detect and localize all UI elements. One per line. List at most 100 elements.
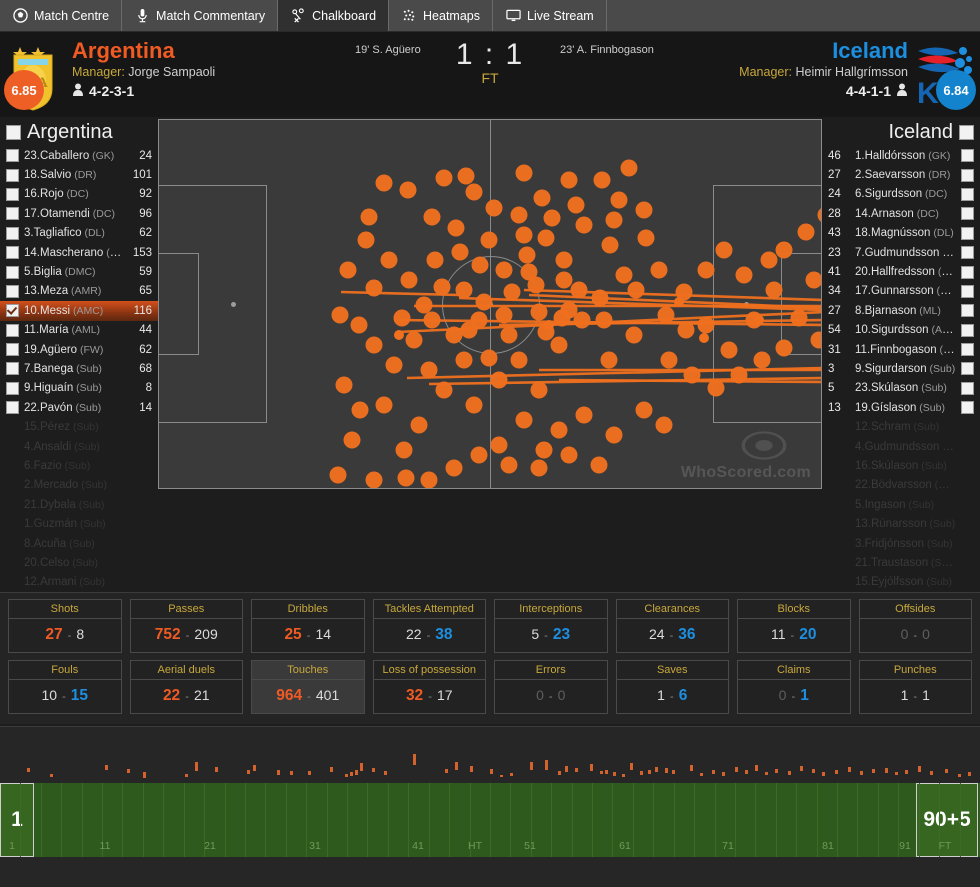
- home-select-all-checkbox[interactable]: [6, 125, 21, 140]
- player-row[interactable]: 9.Sigurdarson (Sub) 3: [822, 359, 980, 378]
- timeline-bar[interactable]: 1 90+5 1 11 21 31 41 HT 51 61 71 81 91 FT: [0, 783, 980, 857]
- player-checkbox[interactable]: [6, 246, 19, 260]
- player-row[interactable]: 14.Mascherano (DMC) 153: [0, 243, 158, 262]
- player-checkbox[interactable]: [961, 362, 974, 376]
- player-row[interactable]: 11.Finnbogason (FW) 31: [822, 340, 980, 359]
- player-checkbox[interactable]: [961, 323, 974, 337]
- home-team-name[interactable]: Argentina: [72, 38, 175, 63]
- stat-cell[interactable]: Interceptions 5 - 23: [494, 599, 608, 653]
- player-row[interactable]: 19.Gíslason (Sub) 13: [822, 398, 980, 417]
- match-timeline[interactable]: 1 90+5 1 11 21 31 41 HT 51 61 71 81 91 FT: [0, 726, 980, 887]
- stat-cell[interactable]: Passes 752 - 209: [129, 599, 243, 653]
- stat-cell[interactable]: Saves 1 - 6: [615, 660, 729, 714]
- player-row[interactable]: 3.Tagliafico (DL) 62: [0, 224, 158, 243]
- player-checkbox[interactable]: [961, 381, 974, 395]
- player-row[interactable]: 17.Otamendi (DC) 96: [0, 204, 158, 223]
- tab-chalkboard[interactable]: Chalkboard: [278, 0, 390, 31]
- player-row[interactable]: 22.Pavón (Sub) 14: [0, 398, 158, 417]
- player-row[interactable]: 23.Skúlason (Sub) 5: [822, 379, 980, 398]
- player-checkbox[interactable]: [6, 381, 19, 395]
- stat-cell[interactable]: Dribbles 25 - 14: [251, 599, 365, 653]
- player-row[interactable]: 12.Armani (Sub): [0, 573, 158, 592]
- player-row[interactable]: 18.Magnússon (DL) 43: [822, 224, 980, 243]
- away-list-header[interactable]: Iceland: [822, 117, 980, 146]
- player-row[interactable]: 8.Acuña (Sub): [0, 534, 158, 553]
- tab-match-centre[interactable]: Match Centre: [0, 0, 123, 31]
- player-row[interactable]: 10.Sigurdsson (AMC) 54: [822, 321, 980, 340]
- stat-cell[interactable]: Loss of possession 32 - 17: [372, 660, 486, 714]
- player-row[interactable]: 13.Rúnarsson (Sub): [822, 514, 980, 533]
- player-checkbox[interactable]: [961, 226, 974, 240]
- player-row[interactable]: 21.Traustason (Sub): [822, 553, 980, 572]
- player-checkbox[interactable]: [6, 226, 19, 240]
- player-checkbox[interactable]: [961, 187, 974, 201]
- player-checkbox[interactable]: [6, 149, 19, 163]
- away-team-name[interactable]: Iceland: [832, 38, 908, 63]
- player-checkbox[interactable]: [961, 265, 974, 279]
- player-row[interactable]: 5.Biglia (DMC) 59: [0, 262, 158, 281]
- player-row[interactable]: 22.Bödvarsson (Sub): [822, 476, 980, 495]
- player-row[interactable]: 1.Guzmán (Sub): [0, 514, 158, 533]
- player-row[interactable]: 7.Banega (Sub) 68: [0, 359, 158, 378]
- away-select-all-checkbox[interactable]: [959, 125, 974, 140]
- player-row[interactable]: 5.Ingason (Sub): [822, 495, 980, 514]
- player-checkbox[interactable]: [6, 362, 19, 376]
- tab-live-stream[interactable]: Live Stream: [493, 0, 607, 31]
- player-row[interactable]: 20.Celso (Sub): [0, 553, 158, 572]
- tab-match-commentary[interactable]: Match Commentary: [122, 0, 279, 31]
- player-row[interactable]: 16.Skúlason (Sub): [822, 456, 980, 475]
- player-checkbox[interactable]: [961, 343, 974, 357]
- stat-cell[interactable]: Errors 0 - 0: [494, 660, 608, 714]
- timeline-start-marker[interactable]: 1: [0, 783, 34, 857]
- player-row[interactable]: 21.Dybala (Sub): [0, 495, 158, 514]
- player-row[interactable]: 7.Gudmundsson (MR) 23: [822, 243, 980, 262]
- stat-cell[interactable]: Punches 1 - 1: [858, 660, 972, 714]
- player-checkbox[interactable]: [6, 284, 19, 298]
- player-row[interactable]: 11.María (AML) 44: [0, 321, 158, 340]
- player-row[interactable]: 4.Ansaldi (Sub): [0, 437, 158, 456]
- player-row[interactable]: 17.Gunnarsson (MC) 34: [822, 282, 980, 301]
- player-checkbox[interactable]: [6, 323, 19, 337]
- player-row[interactable]: 8.Bjarnason (ML) 27: [822, 301, 980, 320]
- player-checkbox[interactable]: [6, 168, 19, 182]
- player-checkbox[interactable]: [961, 207, 974, 221]
- player-row[interactable]: 10.Messi (AMC) 116: [0, 301, 158, 321]
- stat-cell[interactable]: Aerial duels 22 - 21: [129, 660, 243, 714]
- stat-cell[interactable]: Shots 27 - 8: [8, 599, 122, 653]
- home-list-header[interactable]: Argentina: [0, 117, 158, 146]
- player-row[interactable]: 20.Hallfredsson (MC) 41: [822, 262, 980, 281]
- player-row[interactable]: 4.Gudmundsson (Sub): [822, 437, 980, 456]
- pitch-chalkboard[interactable]: ⦿ WhoScored.com: [158, 119, 822, 489]
- player-checkbox[interactable]: [6, 207, 19, 221]
- player-row[interactable]: 13.Meza (AMR) 65: [0, 282, 158, 301]
- player-row[interactable]: 18.Salvio (DR) 101: [0, 165, 158, 184]
- timeline-end-marker[interactable]: 90+5: [916, 783, 978, 857]
- player-row[interactable]: 19.Agüero (FW) 62: [0, 340, 158, 359]
- stat-cell[interactable]: Claims 0 - 1: [737, 660, 851, 714]
- player-row[interactable]: 2.Saevarsson (DR) 27: [822, 165, 980, 184]
- player-row[interactable]: 9.Higuaín (Sub) 8: [0, 379, 158, 398]
- player-checkbox[interactable]: [961, 284, 974, 298]
- player-row[interactable]: 15.Eyjólfsson (Sub): [822, 573, 980, 592]
- player-row[interactable]: 15.Pérez (Sub): [0, 417, 158, 436]
- player-checkbox[interactable]: [961, 401, 974, 415]
- stat-cell[interactable]: Tackles Attempted 22 - 38: [372, 599, 486, 653]
- stat-cell[interactable]: Fouls 10 - 15: [8, 660, 122, 714]
- player-checkbox[interactable]: [961, 149, 974, 163]
- stat-cell[interactable]: Clearances 24 - 36: [615, 599, 729, 653]
- player-checkbox[interactable]: [961, 304, 974, 318]
- player-row[interactable]: 14.Árnason (DC) 28: [822, 204, 980, 223]
- player-row[interactable]: 2.Mercado (Sub): [0, 476, 158, 495]
- player-row[interactable]: 3.Fridjónsson (Sub): [822, 534, 980, 553]
- player-row[interactable]: 16.Rojo (DC) 92: [0, 185, 158, 204]
- player-checkbox[interactable]: [6, 304, 19, 318]
- player-checkbox[interactable]: [6, 265, 19, 279]
- player-row[interactable]: 6.Sigurdsson (DC) 24: [822, 185, 980, 204]
- player-checkbox[interactable]: [961, 168, 974, 182]
- player-row[interactable]: 23.Caballero (GK) 24: [0, 146, 158, 165]
- player-row[interactable]: 12.Schram (Sub): [822, 417, 980, 436]
- stat-cell[interactable]: Offsides 0 - 0: [858, 599, 972, 653]
- player-checkbox[interactable]: [961, 246, 974, 260]
- stat-cell[interactable]: Touches 964 - 401: [251, 660, 365, 714]
- player-row[interactable]: 1.Halldórsson (GK) 46: [822, 146, 980, 165]
